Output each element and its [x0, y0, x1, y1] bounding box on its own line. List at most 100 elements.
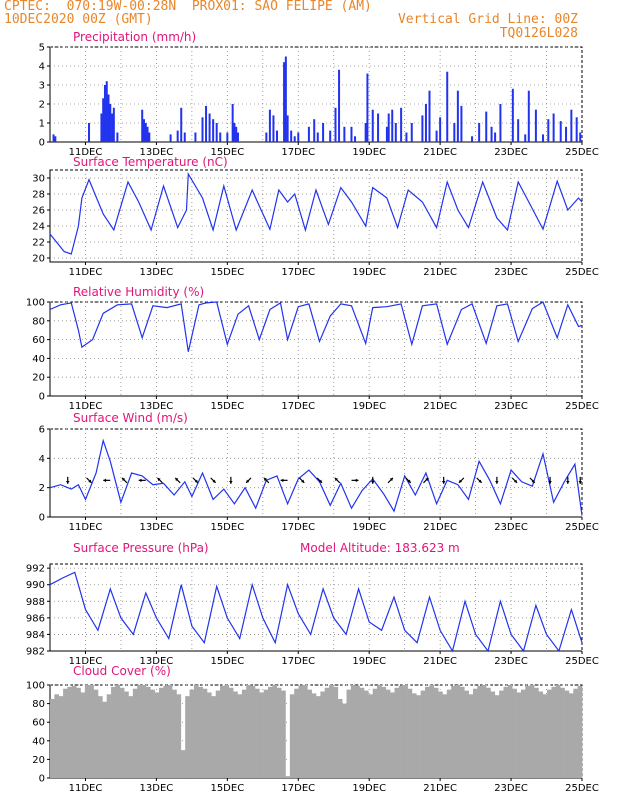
temperature-frame: [49, 169, 583, 263]
precipitation-x-tick-label: 25DEC: [565, 147, 599, 158]
header-date: 10DEC2020 00Z (GMT): [4, 12, 153, 27]
precipitation-bar: [215, 123, 218, 142]
cloud-bar: [150, 689, 155, 778]
temperature-x-tick-label: 15DEC: [210, 267, 244, 278]
precipitation-bar: [107, 94, 110, 142]
precipitation-bar: [490, 126, 493, 142]
cloud-bar: [486, 687, 491, 778]
temperature-title: Surface Temperature (nC): [73, 155, 228, 169]
humidity-frame: [49, 301, 583, 397]
wind-arrow: [138, 478, 146, 483]
precipitation-bar: [208, 113, 211, 142]
wind-title: Surface Wind (m/s): [73, 411, 188, 425]
humidity-panel: 0 20 40 60 80 100 11DEC 13DEC 15DEC 17DEC 19DEC 21D…: [26, 285, 599, 412]
cloud-bar: [368, 694, 373, 778]
precipitation-bar: [377, 113, 380, 142]
precipitation-bar: [541, 134, 544, 142]
cloud-bar: [320, 691, 326, 778]
wind-arrow: [245, 477, 252, 484]
humidity-y-tick-label: 100: [26, 298, 45, 309]
wind-x-tick-label: 19DEC: [352, 522, 386, 533]
wind-arrow-head: [175, 477, 179, 482]
humidity-y-tick-label: 40: [32, 354, 45, 365]
cloud-bar: [425, 686, 430, 778]
precipitation-bar: [100, 113, 103, 142]
wind-arrow-head: [548, 481, 552, 484]
precipitation-bar: [334, 107, 337, 142]
cloud-bar: [342, 703, 347, 778]
cloud-bar: [512, 688, 517, 778]
precipitation-bar: [453, 123, 456, 142]
wind-arrow: [405, 477, 412, 484]
wind-arrow-head: [355, 478, 359, 483]
wind-arrow: [387, 477, 394, 484]
precipitation-bar: [421, 115, 424, 142]
precipitation-bar: [275, 130, 278, 142]
precipitation-bar: [231, 104, 234, 142]
precipitation-bar: [471, 136, 474, 142]
precipitation-bar: [385, 126, 388, 142]
cloud-bar: [503, 686, 509, 778]
precipitation-panel: 0 1 2 3 4 5 11DEC 13DEC 15DEC 17DEC 19DEC 21DEC 23DE…: [39, 30, 599, 158]
wind-series-line: [49, 438, 583, 516]
temperature-x-tick-label: 19DEC: [352, 267, 386, 278]
precipitation-bar: [316, 132, 319, 142]
cloud-bar: [468, 694, 474, 778]
wind-arrow: [280, 478, 288, 483]
cloud-bar: [63, 688, 68, 778]
temperature-x-tick-label: 21DEC: [423, 267, 457, 278]
cloud-bar: [516, 692, 522, 778]
cloud-bar: [551, 686, 557, 778]
precipitation-y-tick-label: 1: [39, 119, 45, 130]
precipitation-bar: [219, 132, 222, 142]
precipitation-bar: [517, 119, 520, 142]
cloud-bar: [324, 687, 330, 778]
precipitation-bar: [547, 119, 550, 142]
precipitation-bar: [52, 134, 55, 142]
cloud-bar: [115, 685, 121, 778]
cloud-x-tick-label: 25DEC: [565, 783, 599, 794]
cloud-bar: [137, 685, 142, 778]
precipitation-title: Precipitation (mm/h): [73, 30, 196, 44]
cloud-bar: [276, 687, 282, 778]
wind-arrow: [441, 476, 446, 484]
cloud-bar: [67, 686, 73, 778]
cloud-bar: [102, 701, 107, 778]
cloud-bar: [525, 685, 530, 778]
pressure-x-tick-label: 15DEC: [210, 656, 244, 667]
cloud-bar: [560, 687, 565, 778]
precipitation-bar: [485, 111, 488, 142]
wind-panel: 0 2 4 6 11DEC 13DEC 15DEC 17DEC 19DEC 21DEC 23DEC 2…: [39, 411, 599, 533]
cloud-bar: [50, 698, 55, 778]
precipitation-y-tick-label: 0: [39, 138, 45, 149]
precipitation-bar: [552, 113, 555, 142]
humidity-y-tick-label: 20: [32, 373, 45, 384]
precipitation-bar: [142, 119, 145, 142]
precipitation-y-tick-label: 3: [39, 81, 45, 92]
temperature-y-tick-label: 22: [32, 238, 45, 249]
wind-arrow-head: [122, 477, 126, 482]
cloud-y-tick-label: 40: [32, 736, 45, 747]
cloud-bar: [220, 685, 225, 778]
cloud-bar: [438, 691, 443, 778]
cloud-bar: [455, 685, 461, 778]
wind-arrow-head: [495, 481, 499, 484]
cloud-bar: [202, 688, 208, 778]
cloud-bar: [185, 696, 190, 778]
wind-x-tick-label: 25DEC: [565, 522, 599, 533]
precipitation-bar: [293, 136, 296, 142]
precipitation-bar: [205, 105, 208, 142]
wind-arrow-head: [531, 479, 535, 483]
cloud-bar: [433, 687, 439, 778]
pressure-x-tick-label: 19DEC: [352, 656, 386, 667]
cloud-bar: [451, 685, 456, 778]
precipitation-x-tick-label: 23DEC: [494, 147, 528, 158]
pressure-y-tick-label: 988: [26, 597, 45, 608]
cloud-bar: [128, 696, 134, 778]
cloud-bar: [542, 694, 548, 778]
pressure-y-tick-label: 982: [26, 647, 45, 658]
wind-arrow-head: [65, 481, 70, 484]
wind-x-tick-label: 21DEC: [423, 522, 457, 533]
temperature-x-tick-label: 11DEC: [69, 267, 103, 278]
